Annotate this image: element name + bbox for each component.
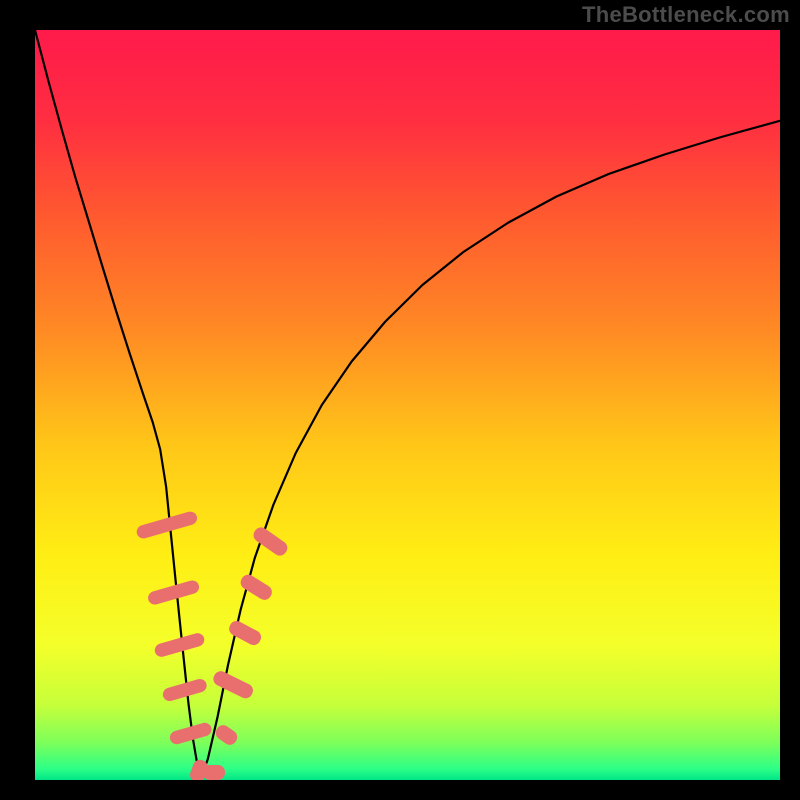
chart-container: TheBottleneck.com xyxy=(0,0,800,800)
data-marker xyxy=(203,765,225,780)
watermark-text: TheBottleneck.com xyxy=(582,2,790,28)
bottleneck-v-curve-chart xyxy=(35,30,780,780)
